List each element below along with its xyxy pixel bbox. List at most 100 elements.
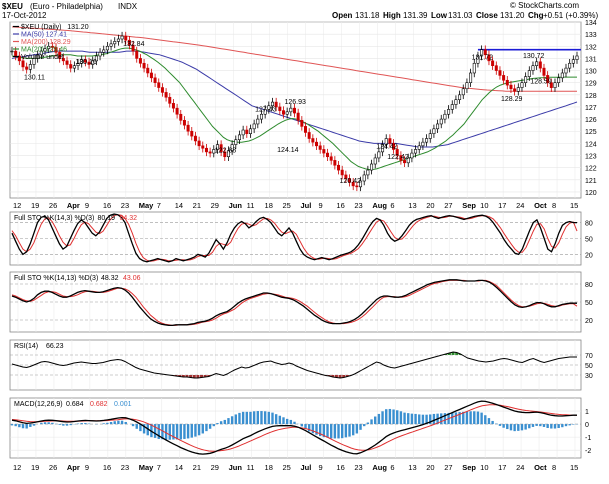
candle-body-87 bbox=[329, 156, 333, 161]
price-ytick-121: 121 bbox=[585, 178, 597, 185]
xtick-bottom-9: 14 bbox=[175, 463, 183, 472]
candle-body-58 bbox=[223, 151, 227, 158]
close-value: 131.20 bbox=[500, 11, 525, 20]
xtick-top-28: 24 bbox=[516, 201, 524, 210]
candle-body-62 bbox=[237, 134, 241, 141]
high-label: High bbox=[383, 11, 401, 20]
candle-body-126 bbox=[472, 62, 476, 74]
candle-body-116 bbox=[436, 123, 440, 130]
xtick-bottom-31: 15 bbox=[570, 463, 578, 472]
xtick-bottom-1: 19 bbox=[31, 463, 39, 472]
candle-body-46 bbox=[179, 113, 183, 121]
sto1-panel-ytick-50: 50 bbox=[585, 237, 593, 244]
candle-body-74 bbox=[281, 110, 285, 115]
xtick-bottom-11: 29 bbox=[211, 463, 219, 472]
xtick-bottom-14: 18 bbox=[265, 463, 273, 472]
candle-body-154 bbox=[575, 55, 579, 60]
candle-body-22 bbox=[91, 60, 95, 65]
macd-panel-frame bbox=[9, 397, 582, 459]
candle-body-145 bbox=[542, 67, 546, 76]
chart-date: 17-Oct-2012 bbox=[2, 11, 47, 20]
macd-value: 0.684 bbox=[66, 401, 84, 408]
candle-body-125 bbox=[469, 72, 473, 83]
xtick-bottom-7: May bbox=[139, 463, 154, 472]
candle-body-64 bbox=[245, 129, 249, 134]
price-annotation-5: 126.93 bbox=[285, 99, 307, 106]
candle-body-41 bbox=[160, 87, 164, 93]
chg-value: +0.51 (+0.39%) bbox=[543, 11, 598, 20]
candle-body-51 bbox=[197, 140, 201, 147]
macd-hist-value: 0.001 bbox=[114, 401, 132, 408]
candle-body-108 bbox=[406, 157, 410, 164]
candle-body-136 bbox=[509, 84, 513, 90]
sto1-panel-k-value: 80.19 bbox=[98, 215, 116, 222]
candle-body-124 bbox=[465, 82, 469, 90]
candle-body-24 bbox=[98, 52, 102, 57]
xtick-top-13: 11 bbox=[247, 201, 255, 210]
sto1-panel-legend-title: Full STO %K(14,3) %D(3) bbox=[14, 215, 94, 222]
chg-label: Chg bbox=[528, 11, 544, 20]
candle-body-65 bbox=[248, 128, 252, 134]
candle-body-89 bbox=[337, 164, 341, 171]
candle-body-118 bbox=[443, 113, 447, 120]
rsi-line bbox=[11, 351, 577, 379]
candle-body-17 bbox=[72, 65, 76, 69]
candle-body-70 bbox=[267, 105, 271, 110]
xtick-top-27: 17 bbox=[498, 201, 506, 210]
xtick-bottom-18: 16 bbox=[336, 463, 344, 472]
candle-body-49 bbox=[190, 130, 194, 137]
candle-body-60 bbox=[230, 144, 234, 151]
xtick-top-29: Oct bbox=[534, 201, 547, 210]
price-legend-value-0: 131.20 bbox=[67, 24, 89, 31]
xtick-top-19: 23 bbox=[354, 201, 362, 210]
candle-body-103 bbox=[388, 138, 392, 144]
candle-body-151 bbox=[564, 67, 568, 74]
rsi-ytick-50: 50 bbox=[585, 363, 593, 370]
price-annotation-1: 130.16 bbox=[75, 59, 97, 66]
candle-body-13 bbox=[58, 52, 62, 59]
price-ytick-131: 131 bbox=[585, 56, 597, 63]
xtick-bottom-2: 26 bbox=[49, 463, 57, 472]
xtick-top-20: Aug bbox=[372, 201, 387, 210]
price-annotation-10: 131.72 bbox=[472, 55, 494, 62]
xtick-bottom-0: 12 bbox=[13, 463, 21, 472]
candle-body-123 bbox=[461, 88, 465, 96]
xtick-top-17: 9 bbox=[318, 201, 322, 210]
candle-body-140 bbox=[524, 76, 528, 83]
candle-body-67 bbox=[256, 118, 260, 125]
candle-body-141 bbox=[527, 70, 531, 77]
candle-body-7 bbox=[36, 54, 40, 59]
candle-body-104 bbox=[392, 143, 396, 150]
candle-body-102 bbox=[384, 138, 388, 145]
xtick-top-1: 19 bbox=[31, 201, 39, 210]
candle-body-95 bbox=[359, 180, 363, 188]
candle-body-99 bbox=[373, 157, 377, 165]
candle-body-45 bbox=[175, 107, 179, 115]
candle-body-121 bbox=[454, 99, 458, 105]
candle-body-15 bbox=[65, 60, 69, 65]
candle-body-8 bbox=[39, 50, 43, 56]
candle-body-117 bbox=[439, 118, 443, 125]
xtick-top-2: 26 bbox=[49, 201, 57, 210]
xtick-top-0: 12 bbox=[13, 201, 21, 210]
candle-body-97 bbox=[366, 169, 370, 176]
candle-body-138 bbox=[516, 87, 520, 92]
sto2-panel-ytick-20: 20 bbox=[585, 318, 593, 325]
xtick-top-25: Sep bbox=[462, 201, 476, 210]
candle-body-153 bbox=[571, 59, 575, 64]
candle-body-144 bbox=[538, 61, 542, 69]
candle-body-83 bbox=[315, 141, 319, 147]
candle-body-25 bbox=[102, 49, 106, 53]
candle-body-152 bbox=[568, 62, 572, 69]
price-annotation-13: 128.59 bbox=[530, 79, 552, 86]
price-legend-label-0: $XEU (Daily) bbox=[21, 24, 61, 31]
candle-body-76 bbox=[289, 107, 293, 113]
candle-body-135 bbox=[505, 79, 509, 86]
candle-body-47 bbox=[182, 120, 186, 126]
candle-body-0 bbox=[10, 50, 14, 53]
candle-body-148 bbox=[553, 82, 557, 88]
xtick-bottom-27: 17 bbox=[498, 463, 506, 472]
rsi-legend-value: 66.23 bbox=[46, 343, 64, 350]
candle-body-14 bbox=[61, 58, 65, 62]
xtick-bottom-8: 7 bbox=[157, 463, 161, 472]
